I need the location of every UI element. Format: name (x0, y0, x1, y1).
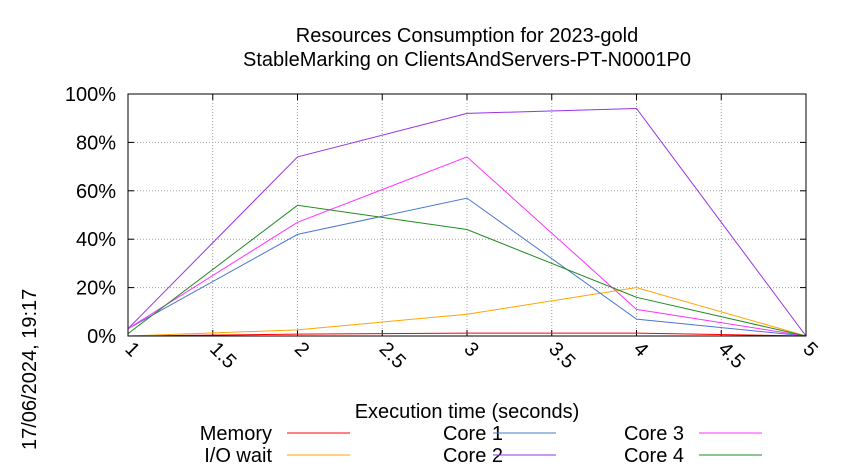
chart-title: Resources Consumption for 2023-gold (296, 25, 638, 47)
ticks: 0% 20% 40% 60% 80% 100% 1 1.5 2 2.5 3 3.5 4 4.5 5 (65, 84, 822, 373)
series-line-core-4 (127, 204, 807, 337)
series-line-core-3 (127, 156, 807, 337)
y-tick-label: 80% (76, 132, 116, 154)
chart-subtitle: StableMarking on ClientsAndServers-PT-N0… (243, 49, 691, 71)
series-line-i-o-wait (127, 287, 807, 337)
legend-label-core-4: Core 4 (624, 445, 684, 467)
y-tick-label: 40% (76, 229, 116, 251)
series-line-memory (127, 332, 807, 337)
x-tick-label: 2 (290, 338, 313, 361)
plot-frame (127, 93, 807, 337)
legend-label-i-o-wait: I/O wait (204, 445, 272, 467)
x-tick-label: 1.5 (205, 338, 240, 373)
legend-label-core-3: Core 3 (624, 423, 684, 445)
series-line-core-1 (127, 197, 807, 337)
x-tick-label: 2.5 (375, 338, 410, 373)
x-tick-label: 4.5 (714, 338, 749, 373)
grid (128, 94, 806, 336)
legend-label-memory: Memory (200, 423, 272, 445)
series-lines (127, 107, 807, 337)
x-axis-label: Execution time (seconds) (355, 401, 580, 423)
y-tick-label: 60% (76, 181, 116, 203)
x-tick-label: 3 (459, 338, 482, 361)
x-tick-label: 3.5 (544, 338, 579, 373)
legend-label-core-1: Core 1 (443, 423, 503, 445)
timestamp-label: 17/06/2024, 19:17 (19, 289, 41, 450)
y-tick-label: 0% (87, 326, 116, 348)
series-line-core-2 (127, 107, 807, 337)
x-tick-label: 5 (798, 338, 821, 361)
y-tick-label: 20% (76, 278, 116, 300)
x-tick-label: 4 (629, 338, 652, 361)
legend-label-core-2: Core 2 (443, 445, 503, 467)
y-tick-label: 100% (65, 84, 116, 106)
x-tick-label: 1 (120, 338, 143, 361)
